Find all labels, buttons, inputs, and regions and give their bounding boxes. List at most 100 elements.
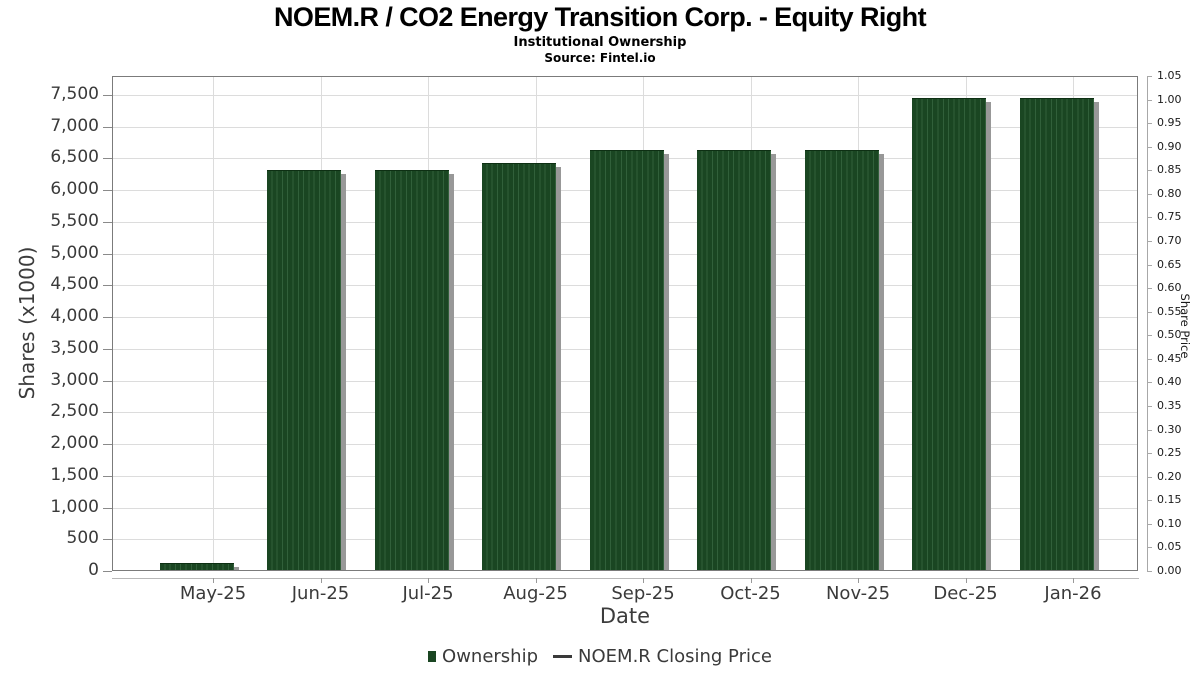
- plot-area: [112, 76, 1138, 571]
- x-tick: [428, 578, 429, 583]
- right-tick: [1147, 217, 1152, 219]
- left-tick-label: 1,500: [50, 464, 99, 485]
- right-tick: [1147, 382, 1152, 384]
- legend-label-ownership: Ownership: [442, 646, 539, 667]
- left-tick-label: 5,500: [50, 210, 99, 231]
- right-tick-label: 0.65: [1157, 257, 1182, 271]
- left-tick: [103, 507, 112, 509]
- x-axis-title: Date: [599, 604, 651, 628]
- left-tick: [103, 444, 112, 446]
- x-tick-label: Jul-25: [402, 583, 454, 604]
- x-tick: [643, 578, 644, 583]
- x-tick-label: Jun-25: [291, 583, 350, 604]
- right-tick: [1147, 406, 1152, 407]
- left-tick: [103, 253, 112, 255]
- right-tick-label: 0.60: [1157, 281, 1182, 295]
- v-gridline: [213, 77, 214, 570]
- right-tick-label: 0.55: [1157, 304, 1182, 318]
- right-tick: [1147, 288, 1152, 290]
- legend-item-ownership: Ownership: [428, 646, 538, 667]
- left-tick: [103, 126, 112, 128]
- x-tick-label: May-25: [179, 583, 247, 604]
- left-tick: [103, 285, 112, 287]
- right-tick-label: 0.25: [1157, 446, 1182, 460]
- right-tick-label: 1.05: [1157, 69, 1182, 82]
- bar: [1019, 97, 1094, 570]
- h-gridline: [113, 126, 1137, 128]
- right-tick-label: 0.70: [1157, 234, 1182, 247]
- right-tick: [1147, 547, 1152, 549]
- x-tick: [320, 578, 322, 583]
- chart-subtitle: Institutional Ownership: [513, 35, 687, 50]
- left-tick: [103, 348, 112, 350]
- legend-item-closing-price: NOEM.R Closing Price: [553, 646, 772, 667]
- left-tick-label: 2,000: [50, 433, 99, 454]
- x-tick: [750, 578, 752, 583]
- right-tick-label: 0.40: [1157, 375, 1182, 389]
- left-tick-label: 0: [88, 560, 99, 580]
- right-tick: [1147, 335, 1152, 337]
- right-tick: [1147, 571, 1152, 572]
- right-tick-label: 0.15: [1157, 493, 1182, 507]
- left-tick-label: 2,500: [50, 401, 99, 422]
- right-tick: [1147, 170, 1152, 172]
- x-tick: [965, 578, 967, 583]
- left-tick-label: 6,000: [50, 179, 99, 200]
- right-tick-label: 0.75: [1157, 210, 1182, 224]
- right-tick: [1147, 264, 1152, 266]
- right-axis-title: Share Price: [1178, 293, 1192, 359]
- right-tick: [1147, 358, 1152, 360]
- bar: [697, 150, 771, 570]
- x-tick-label: Nov-25: [825, 583, 891, 604]
- right-tick-label: 0.00: [1157, 564, 1182, 577]
- left-tick-label: 1,000: [50, 496, 99, 517]
- right-tick-label: 0.30: [1157, 422, 1182, 436]
- closing-price-line-marker: [553, 655, 573, 658]
- right-tick-label: 0.80: [1157, 186, 1182, 200]
- left-tick: [103, 190, 112, 192]
- chart-source: Source: Fintel.io: [544, 51, 656, 65]
- right-tick: [1147, 123, 1152, 125]
- right-tick-label: 0.95: [1157, 116, 1182, 130]
- x-tick: [213, 578, 214, 583]
- right-tick-label: 0.85: [1157, 163, 1182, 177]
- bar: [159, 562, 234, 570]
- right-tick-label: 0.10: [1157, 516, 1182, 530]
- bar: [374, 170, 449, 570]
- left-tick-label: 4,500: [50, 274, 99, 295]
- right-tick: [1147, 500, 1152, 502]
- x-tick: [535, 578, 537, 583]
- right-tick: [1147, 241, 1152, 242]
- left-tick: [103, 221, 112, 223]
- x-tick-label: Aug-25: [503, 583, 568, 604]
- x-tick: [858, 578, 859, 583]
- x-tick-label: Oct-25: [720, 583, 781, 604]
- right-tick: [1147, 453, 1152, 455]
- left-tick-label: 4,000: [50, 306, 99, 327]
- x-tick-label: Dec-25: [933, 583, 998, 604]
- right-tick-label: 0.35: [1157, 399, 1182, 412]
- right-tick: [1147, 76, 1152, 77]
- right-tick-label: 0.05: [1157, 540, 1182, 554]
- left-tick: [103, 412, 112, 414]
- x-tick: [1073, 578, 1074, 583]
- right-tick-label: 0.20: [1157, 469, 1182, 483]
- right-tick: [1147, 193, 1152, 195]
- bar: [589, 150, 664, 570]
- left-tick: [103, 571, 112, 572]
- legend-label-closing-price: NOEM.R Closing Price: [578, 646, 772, 667]
- right-tick: [1147, 476, 1152, 478]
- x-tick-label: Jan-26: [1044, 583, 1102, 604]
- bar: [267, 170, 341, 570]
- right-tick: [1147, 429, 1152, 431]
- bar: [912, 97, 986, 570]
- bottom-axis-spine: [112, 578, 1139, 579]
- left-tick: [103, 158, 112, 160]
- x-tick-label: Sep-25: [611, 583, 675, 604]
- chart-title: NOEM.R / CO2 Energy Transition Corp. - E…: [274, 2, 927, 32]
- bar: [804, 150, 879, 570]
- left-tick-label: 5,000: [50, 242, 99, 263]
- left-tick: [103, 539, 112, 541]
- left-tick: [103, 380, 112, 382]
